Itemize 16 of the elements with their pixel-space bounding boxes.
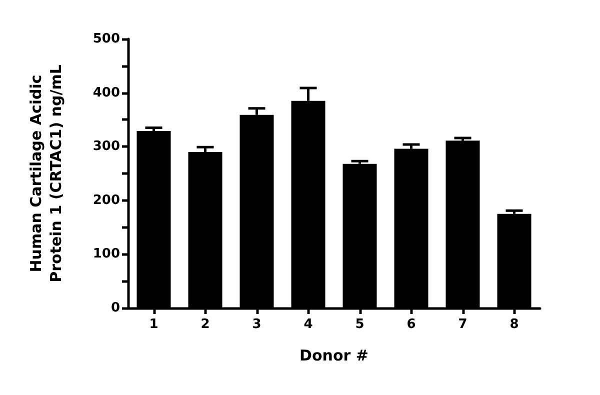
x-tick-label: 7 — [458, 317, 468, 332]
y-tick-label: 200 — [92, 192, 120, 208]
y-tick-label: 400 — [92, 85, 120, 100]
y-axis-title: Human Cartilage Acidic Protein 1 (CRTAC1) ng/mL — [27, 64, 65, 282]
x-tick-label: 8 — [510, 317, 519, 332]
x-tick-label: 5 — [355, 317, 364, 332]
x-tick-label: 3 — [252, 317, 262, 332]
x-tick-label: 1 — [149, 317, 158, 332]
y-tick-label: 100 — [92, 246, 120, 262]
x-tick-label: 6 — [406, 317, 416, 332]
y-tick-label: 0 — [110, 300, 120, 316]
y-tick-label: 500 — [92, 32, 120, 46]
x-axis-title: Donor # — [300, 346, 368, 364]
x-tick-label: 4 — [304, 317, 313, 332]
x-tick-label: 2 — [200, 317, 210, 332]
y-tick-label: 300 — [92, 139, 120, 154]
